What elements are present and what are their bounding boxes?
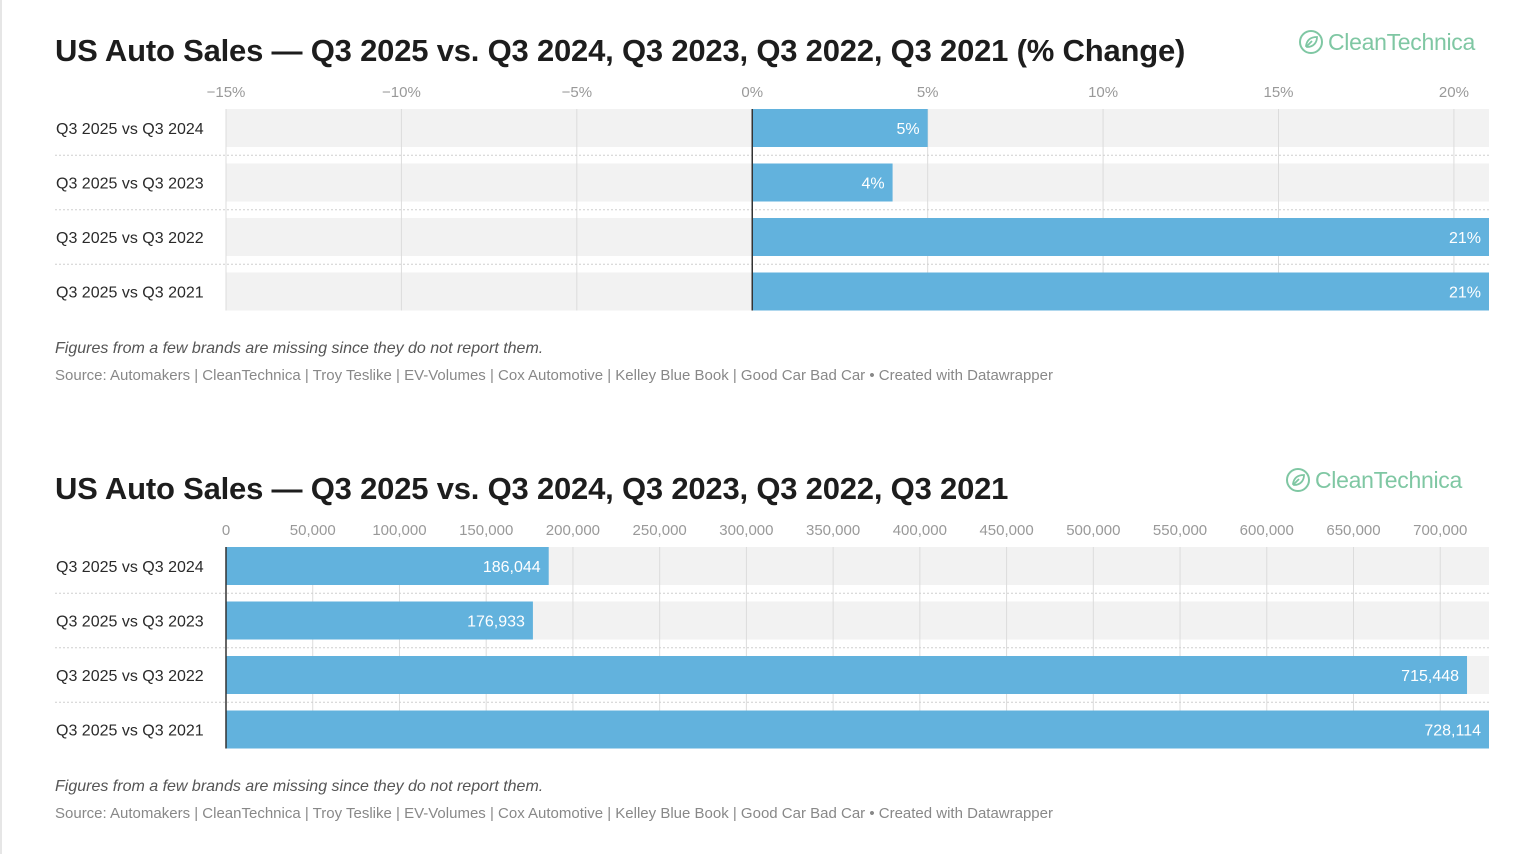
bar [226, 656, 1468, 694]
logo-text: CleanTechnica [1328, 28, 1475, 55]
bar [752, 272, 1489, 311]
chart-panel-percent-change: US Auto Sales — Q3 2025 vs. Q3 2024, Q3 … [0, 0, 1536, 420]
bar-value-label: 5% [897, 121, 920, 138]
x-tick-label: 20% [1439, 84, 1469, 101]
bar-value-label: 21% [1449, 230, 1481, 247]
x-tick-label: −10% [382, 84, 421, 101]
x-tick-label: 550,000 [1153, 522, 1207, 539]
chart-panel-unit-change: US Auto Sales — Q3 2025 vs. Q3 2024, Q3 … [0, 438, 1536, 854]
chart-title: US Auto Sales — Q3 2025 vs. Q3 2024, Q3 … [55, 33, 1186, 68]
cleantechnica-logo: CleanTechnica [1285, 465, 1462, 495]
category-label: Q3 2025 vs Q3 2022 [56, 230, 204, 247]
x-tick-label: 0% [741, 84, 763, 101]
x-tick-label: 5% [917, 84, 939, 101]
bar [226, 710, 1489, 749]
category-label: Q3 2025 vs Q3 2024 [56, 559, 204, 576]
bar [752, 163, 893, 202]
cleantechnica-leaf-icon [1286, 468, 1310, 492]
bar [752, 218, 1489, 256]
x-tick-label: 500,000 [1066, 522, 1120, 539]
x-tick-label: 700,000 [1413, 522, 1467, 539]
x-tick-label: 15% [1263, 84, 1293, 101]
x-tick-label: 150,000 [459, 522, 513, 539]
category-label: Q3 2025 vs Q3 2024 [56, 121, 204, 138]
x-tick-label: 200,000 [546, 522, 600, 539]
cleantechnica-leaf-icon [1299, 30, 1323, 54]
category-label: Q3 2025 vs Q3 2023 [56, 176, 204, 193]
category-label: Q3 2025 vs Q3 2022 [56, 668, 204, 685]
x-tick-label: 0 [222, 522, 230, 539]
bar [752, 109, 928, 147]
category-label: Q3 2025 vs Q3 2023 [56, 614, 204, 631]
bar-value-label: 728,114 [1424, 723, 1481, 740]
chart-note: Figures from a few brands are missing si… [55, 340, 544, 357]
cleantechnica-logo: CleanTechnica [1298, 27, 1475, 57]
x-tick-label: −15% [207, 84, 246, 101]
bar [226, 601, 533, 640]
bar-value-label: 715,448 [1401, 668, 1459, 685]
category-label: Q3 2025 vs Q3 2021 [56, 723, 204, 740]
bar-chart-unit-change: 0 50,000 100,000 150,000 200,000 250,000 300,0… [55, 522, 1489, 749]
bar-chart-percent-change: −15% −10% −5% 0% 5% 10% 15% 20% 5% Q3 2025 vs Q3 … [55, 84, 1489, 311]
bar-value-label: 176,933 [467, 614, 525, 631]
x-tick-label: −5% [562, 84, 592, 101]
category-label: Q3 2025 vs Q3 2021 [56, 285, 204, 302]
chart-source: Source: Automakers | CleanTechnica | Tro… [55, 805, 1053, 822]
x-tick-label: 50,000 [290, 522, 336, 539]
logo-text: CleanTechnica [1315, 466, 1462, 493]
chart-note: Figures from a few brands are missing si… [55, 778, 544, 795]
x-tick-label: 450,000 [979, 522, 1033, 539]
page-left-border [0, 0, 2, 854]
x-tick-label: 300,000 [719, 522, 773, 539]
chart-title: US Auto Sales — Q3 2025 vs. Q3 2024, Q3 … [55, 471, 1009, 506]
x-tick-label: 10% [1088, 84, 1118, 101]
x-tick-label: 400,000 [893, 522, 947, 539]
bar-value-label: 21% [1449, 285, 1481, 302]
x-tick-label: 600,000 [1240, 522, 1294, 539]
bar-value-label: 4% [861, 176, 884, 193]
bar-value-label: 186,044 [483, 559, 541, 576]
bar [226, 547, 549, 585]
x-tick-label: 250,000 [633, 522, 687, 539]
chart-source: Source: Automakers | CleanTechnica | Tro… [55, 367, 1053, 384]
x-tick-label: 100,000 [372, 522, 426, 539]
x-tick-label: 650,000 [1326, 522, 1380, 539]
x-tick-label: 350,000 [806, 522, 860, 539]
